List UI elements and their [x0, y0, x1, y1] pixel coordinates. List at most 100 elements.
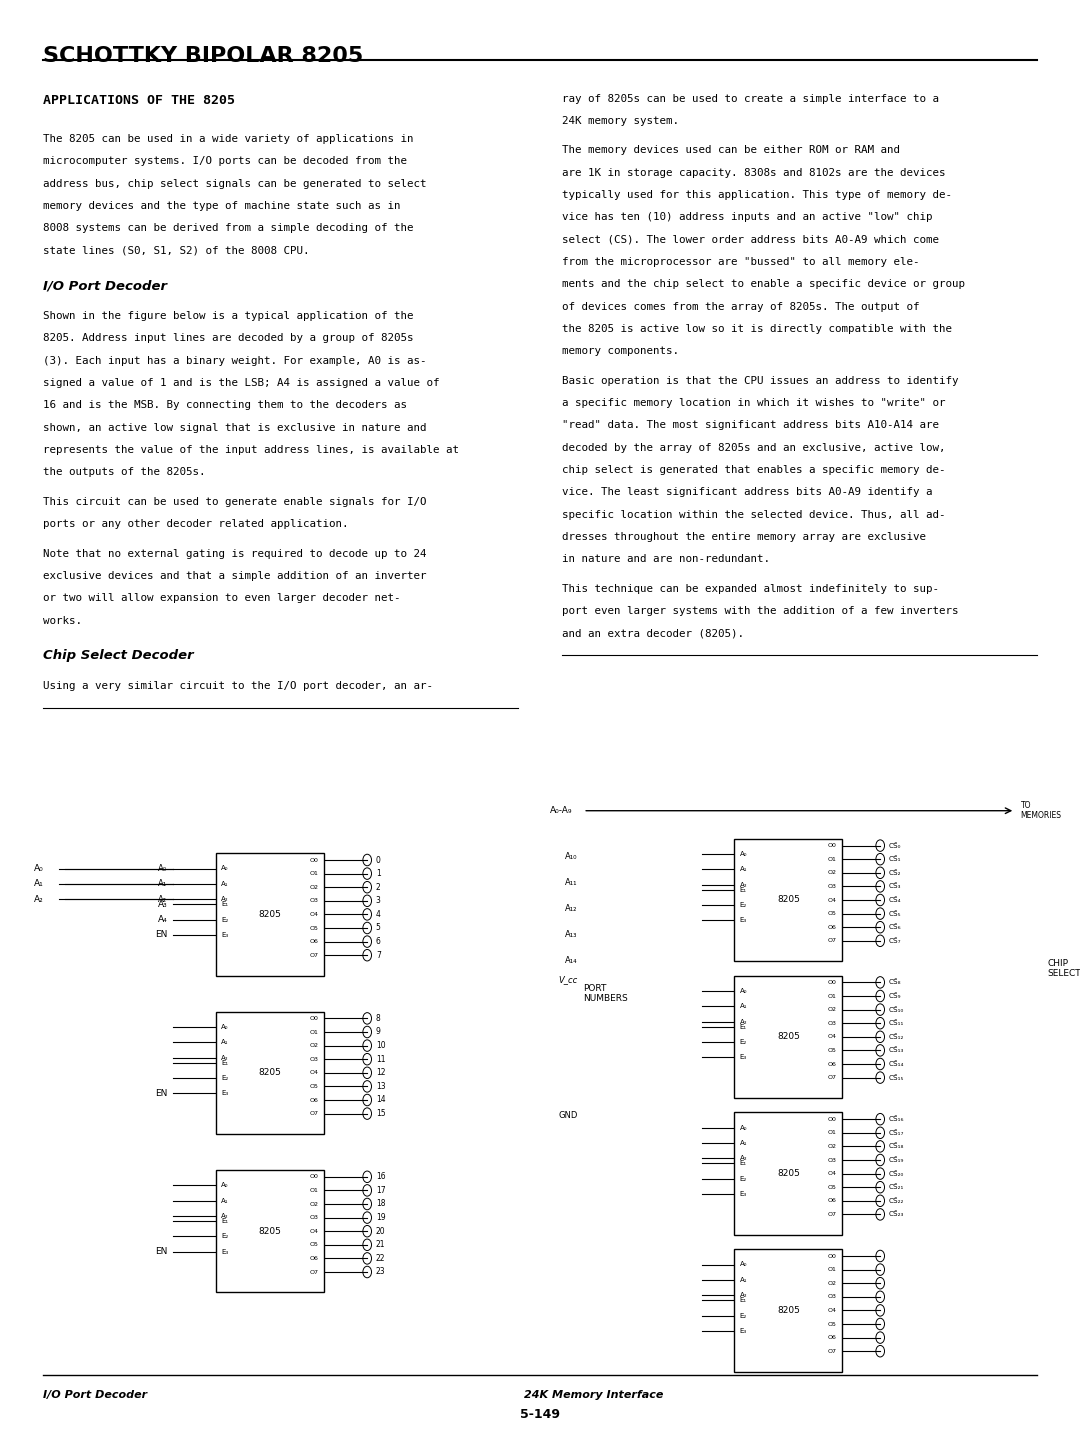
Text: This technique can be expanded almost indefinitely to sup-: This technique can be expanded almost in… [562, 583, 939, 593]
Text: CS̄₀: CS̄₀ [889, 842, 901, 848]
Text: O2: O2 [828, 1143, 837, 1149]
Bar [734, 1248, 842, 1371]
Text: O3: O3 [310, 1215, 319, 1220]
Text: 10: 10 [376, 1041, 386, 1050]
Text: E₂: E₂ [740, 1312, 747, 1319]
Text: E₂: E₂ [740, 1038, 747, 1045]
Text: 1: 1 [376, 870, 380, 878]
Text: O3: O3 [310, 1057, 319, 1061]
Text: CS̄₂₀: CS̄₂₀ [889, 1171, 904, 1176]
Text: A₀: A₀ [740, 1125, 747, 1130]
Text: CS̄₂: CS̄₂ [889, 870, 902, 876]
Text: O5: O5 [310, 926, 319, 930]
Text: O5: O5 [310, 1243, 319, 1247]
Text: A₀: A₀ [740, 851, 747, 857]
Text: CS̄₁₁: CS̄₁₁ [889, 1020, 904, 1027]
Text: A₁₂: A₁₂ [566, 904, 578, 913]
Text: E₁: E₁ [221, 1060, 229, 1066]
Text: EN: EN [156, 1247, 167, 1256]
Text: 8205. Address input lines are decoded by a group of 8205s: 8205. Address input lines are decoded by… [43, 333, 414, 343]
Text: A₁: A₁ [740, 1140, 747, 1146]
Text: V_cc: V_cc [558, 975, 578, 984]
Text: dresses throughout the entire memory array are exclusive: dresses throughout the entire memory arr… [562, 531, 926, 541]
Text: O3: O3 [828, 1158, 837, 1162]
Text: CS̄₁₃: CS̄₁₃ [889, 1047, 904, 1054]
Text: CS̄₅: CS̄₅ [889, 910, 902, 917]
Bar [734, 1112, 842, 1236]
Text: A₀: A₀ [33, 864, 43, 873]
Text: E₃: E₃ [740, 1191, 747, 1197]
Text: O6: O6 [310, 1256, 319, 1261]
Text: 6: 6 [376, 937, 381, 946]
Text: specific location within the selected device. Thus, all ad-: specific location within the selected de… [562, 510, 945, 520]
Text: 8205: 8205 [258, 1227, 282, 1236]
Bar [216, 1169, 324, 1293]
Text: O4: O4 [828, 1308, 837, 1313]
Text: chip select is generated that enables a specific memory de-: chip select is generated that enables a … [562, 465, 945, 475]
Text: A₁₀: A₁₀ [565, 852, 578, 861]
Text: The 8205 can be used in a wide variety of applications in: The 8205 can be used in a wide variety o… [43, 134, 414, 144]
Text: O2: O2 [828, 870, 837, 876]
Bar [734, 976, 842, 1097]
Text: A₁: A₁ [221, 1040, 229, 1045]
Text: Note that no external gating is required to decode up to 24: Note that no external gating is required… [43, 549, 427, 559]
Text: are 1K in storage capacity. 8308s and 8102s are the devices: are 1K in storage capacity. 8308s and 81… [562, 167, 945, 177]
Text: O4: O4 [310, 912, 319, 917]
Text: O5: O5 [828, 1048, 837, 1053]
Text: 5: 5 [376, 923, 381, 933]
Text: 8008 systems can be derived from a simple decoding of the: 8008 systems can be derived from a simpl… [43, 223, 414, 233]
Text: 15: 15 [376, 1109, 386, 1117]
Text: I/O Port Decoder: I/O Port Decoder [43, 1390, 147, 1400]
Text: decoded by the array of 8205s and an exclusive, active low,: decoded by the array of 8205s and an exc… [562, 442, 945, 452]
Text: 22: 22 [376, 1254, 386, 1263]
Text: E₃: E₃ [221, 1090, 229, 1096]
Text: E₂: E₂ [221, 1233, 229, 1240]
Text: port even larger systems with the addition of a few inverters: port even larger systems with the additi… [562, 606, 958, 616]
Text: in nature and are non-redundant.: in nature and are non-redundant. [562, 554, 770, 564]
Text: I/O Port Decoder: I/O Port Decoder [43, 279, 167, 292]
Bar [734, 838, 842, 962]
Text: O1: O1 [310, 1030, 319, 1034]
Text: A₁: A₁ [740, 1004, 747, 1009]
Text: O6: O6 [828, 1198, 837, 1204]
Text: CS̄₂₁: CS̄₂₁ [889, 1184, 904, 1191]
Text: O0: O0 [310, 1174, 319, 1179]
Text: O0: O0 [828, 1253, 837, 1259]
Text: ments and the chip select to enable a specific device or group: ments and the chip select to enable a sp… [562, 279, 964, 289]
Text: 8205: 8205 [258, 910, 282, 919]
Text: 8205: 8205 [777, 1032, 800, 1041]
Text: O7: O7 [310, 953, 319, 958]
Text: 8: 8 [376, 1014, 380, 1022]
Text: 7: 7 [376, 950, 381, 959]
Text: the outputs of the 8205s.: the outputs of the 8205s. [43, 467, 205, 477]
Text: A₂: A₂ [221, 1212, 229, 1218]
Text: CS̄₂₃: CS̄₂₃ [889, 1211, 904, 1217]
Text: O4: O4 [310, 1070, 319, 1076]
Text: O7: O7 [828, 1076, 837, 1080]
Text: 20: 20 [376, 1227, 386, 1236]
Bar [216, 1011, 324, 1135]
Text: 18: 18 [376, 1200, 386, 1208]
Text: APPLICATIONS OF THE 8205: APPLICATIONS OF THE 8205 [43, 94, 235, 107]
Text: A₃: A₃ [158, 900, 167, 909]
Text: O1: O1 [828, 1267, 837, 1272]
Text: E₃: E₃ [740, 1054, 747, 1060]
Text: A₀: A₀ [221, 1182, 229, 1188]
Text: Shown in the figure below is a typical application of the: Shown in the figure below is a typical a… [43, 311, 414, 321]
Text: A₀: A₀ [221, 1024, 229, 1030]
Text: A₂: A₂ [221, 896, 229, 901]
Text: A₁₃: A₁₃ [566, 930, 578, 939]
Text: O0: O0 [828, 1116, 837, 1122]
Text: O3: O3 [828, 1021, 837, 1025]
Text: 23: 23 [376, 1267, 386, 1276]
Text: microcomputer systems. I/O ports can be decoded from the: microcomputer systems. I/O ports can be … [43, 156, 407, 166]
Text: CS̄₁₄: CS̄₁₄ [889, 1061, 904, 1067]
Text: A₁: A₁ [159, 880, 167, 888]
Text: A₂: A₂ [221, 1054, 229, 1060]
Text: O6: O6 [828, 924, 837, 930]
Text: A₂: A₂ [740, 881, 747, 887]
Text: 2: 2 [376, 883, 380, 891]
Text: E₁: E₁ [221, 901, 229, 907]
Text: 24K Memory Interface: 24K Memory Interface [524, 1390, 664, 1400]
Text: O0: O0 [310, 857, 319, 863]
